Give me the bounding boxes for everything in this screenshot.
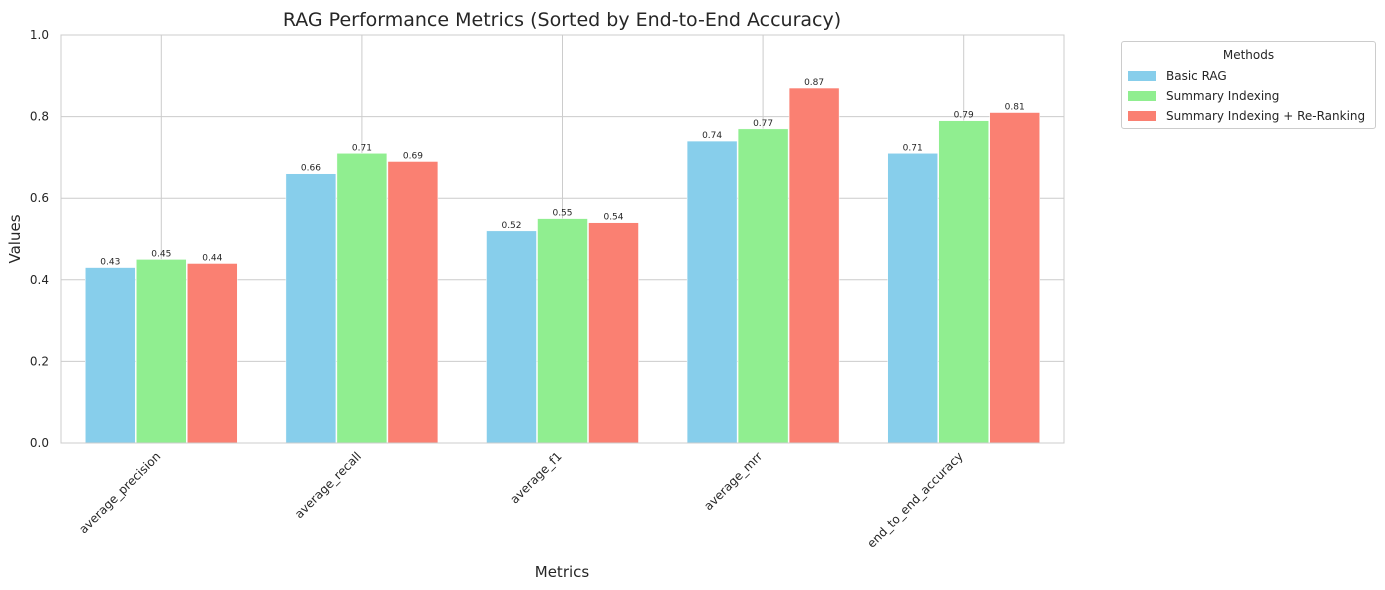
bar <box>588 222 639 444</box>
legend-swatch <box>1128 91 1156 101</box>
bar <box>887 153 938 444</box>
legend-title: Methods <box>1222 48 1275 62</box>
bar-value-label: 0.52 <box>501 221 521 231</box>
legend: Methods Basic RAG Summary Indexing Summa… <box>1121 41 1376 129</box>
bar <box>336 153 388 444</box>
chart-title: RAG Performance Metrics (Sorted by End-t… <box>283 9 841 31</box>
bar-value-label: 0.45 <box>151 249 171 259</box>
y-axis-label: Values <box>6 214 24 263</box>
x-axis-label: Metrics <box>535 563 590 581</box>
legend-swatch <box>1128 71 1156 81</box>
legend-item-basic-rag: Basic RAG <box>1128 68 1227 84</box>
bar-value-label: 0.69 <box>403 151 423 161</box>
bar-value-label: 0.55 <box>552 209 572 219</box>
legend-label: Summary Indexing + Re-Ranking <box>1166 109 1366 123</box>
bar <box>788 87 840 444</box>
y-tick-label: 0.8 <box>30 110 49 124</box>
bar <box>737 128 789 444</box>
bar <box>486 230 537 444</box>
bar-value-label: 0.87 <box>804 78 824 88</box>
y-tick-label: 1.0 <box>30 28 49 42</box>
bar-value-label: 0.79 <box>954 111 974 121</box>
bar <box>85 267 136 444</box>
bar-value-label: 0.44 <box>202 253 222 263</box>
bar <box>989 112 1040 444</box>
legend-item-summary-indexing-reranking: Summary Indexing + Re-Ranking <box>1128 108 1365 124</box>
legend-label: Basic RAG <box>1166 69 1227 83</box>
x-tick-label: end_to_end_accuracy <box>864 449 965 550</box>
bar <box>387 161 439 444</box>
bar-value-label: 0.74 <box>702 131 722 141</box>
bars <box>85 87 1040 444</box>
bar-labels: 0.43 0.45 0.44 0.66 0.71 0.69 0.52 0.55 0.54 0.74… <box>100 78 1024 268</box>
y-tick-label: 0.6 <box>30 191 49 205</box>
x-tick-label: average_f1 <box>507 449 564 506</box>
legend-item-summary-indexing: Summary Indexing <box>1128 88 1279 104</box>
plot-frame <box>60 34 1065 444</box>
bar <box>938 120 989 444</box>
bar <box>686 140 738 444</box>
y-tick-label: 0.0 <box>30 436 49 450</box>
bar <box>136 259 187 444</box>
bar-value-label: 0.81 <box>1005 103 1025 113</box>
bar <box>187 263 238 444</box>
bar-value-label: 0.71 <box>903 143 923 153</box>
y-tick-label: 0.2 <box>30 354 49 368</box>
bar-value-label: 0.43 <box>100 258 120 268</box>
legend-swatch <box>1128 111 1156 121</box>
bar <box>285 173 337 444</box>
y-axis-ticks: 0.0 0.2 0.4 0.6 0.8 1.0 <box>30 28 49 450</box>
bar <box>537 218 588 444</box>
x-axis-ticks: average_precision average_recall average_f… <box>76 449 966 550</box>
bar-value-label: 0.54 <box>603 213 623 223</box>
bar-value-label: 0.71 <box>352 143 372 153</box>
x-tick-label: average_precision <box>76 449 163 536</box>
x-tick-label: average_recall <box>292 449 364 521</box>
bar-value-label: 0.66 <box>301 164 321 174</box>
legend-label: Summary Indexing <box>1166 89 1280 103</box>
y-tick-label: 0.4 <box>30 273 49 287</box>
x-tick-label: average_mrr <box>701 449 765 513</box>
bar-value-label: 0.77 <box>753 119 773 129</box>
